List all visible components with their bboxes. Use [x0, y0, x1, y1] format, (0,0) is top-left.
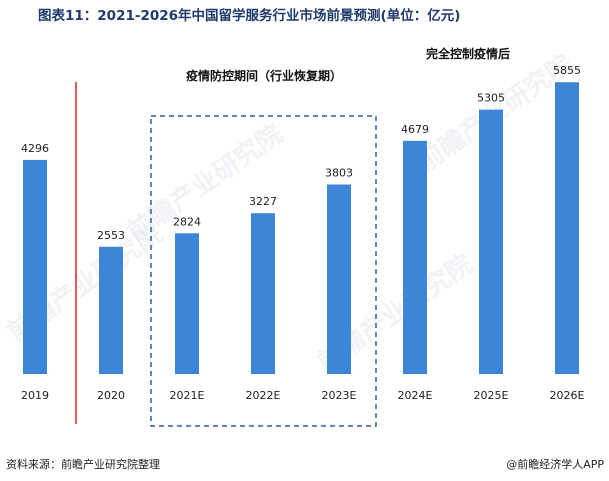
data-label-2025E: 5305 — [477, 92, 505, 105]
chart-title: 图表11：2021-2026年中国留学服务行业市场前景预测(单位：亿元) — [38, 7, 460, 24]
pandemic-period-box — [150, 115, 377, 427]
bar-2024E — [403, 140, 427, 374]
x-tick-label-2020: 2020 — [97, 389, 125, 402]
bar-2020 — [99, 246, 123, 374]
x-tick-label-2021E: 2021E — [170, 389, 205, 402]
bar-2026E — [555, 82, 579, 374]
post-pandemic-label: 完全控制疫情后 — [426, 46, 510, 61]
x-tick-label-2023E: 2023E — [322, 389, 357, 402]
data-label-2023E: 3803 — [325, 166, 353, 179]
bar-2022E — [251, 213, 275, 374]
x-tick-label-2019: 2019 — [21, 389, 49, 402]
data-label-2020: 2553 — [97, 229, 125, 242]
data-label-2021E: 2824 — [173, 215, 201, 228]
data-label-2026E: 5855 — [553, 64, 581, 77]
bar-2021E — [175, 233, 199, 374]
data-label-2022E: 3227 — [249, 195, 277, 208]
source-note: 资料来源：前瞻产业研究院整理 — [6, 457, 160, 471]
data-label-2019: 4296 — [21, 142, 49, 155]
bar-2025E — [479, 109, 503, 375]
data-label-2024E: 4679 — [401, 123, 429, 136]
pandemic-period-label: 疫情防控期间（行业恢复期） — [186, 68, 342, 83]
x-tick-label-2026E: 2026E — [550, 389, 585, 402]
bar-group: 4296 2019 2553 2020 2824 2021E 3227 2022E 3803 20… — [21, 64, 585, 402]
x-tick-label-2022E: 2022E — [246, 389, 281, 402]
bar-2019 — [23, 159, 47, 374]
credit-note: @前瞻经济学人APP — [506, 457, 604, 471]
x-tick-label-2024E: 2024E — [398, 389, 433, 402]
x-tick-label-2025E: 2025E — [474, 389, 509, 402]
bar-2023E — [327, 184, 351, 374]
